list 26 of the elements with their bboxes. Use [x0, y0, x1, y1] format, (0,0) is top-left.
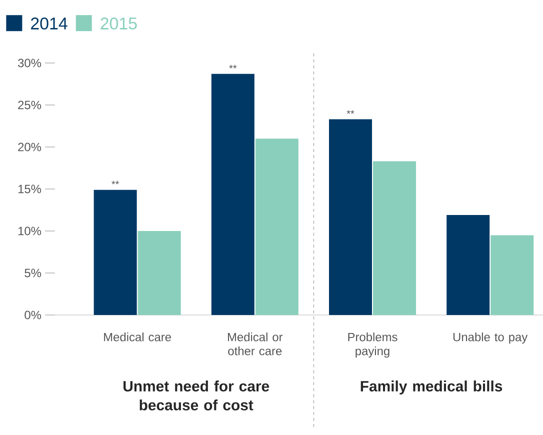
bar [94, 190, 137, 315]
legend-label: 2015 [100, 17, 137, 30]
bar [490, 235, 534, 315]
bar [446, 215, 490, 315]
annotation: ** [229, 64, 237, 68]
y-tick-label: 10% [18, 226, 42, 236]
y-tick-label: 30% [18, 58, 42, 68]
bar [328, 119, 372, 315]
y-tick-label: 5% [24, 268, 42, 278]
bar [255, 138, 298, 315]
text: Family medical bills [360, 380, 502, 394]
annotation: ** [346, 110, 354, 114]
y-tick-label: 25% [18, 100, 42, 110]
y-tick-label: 15% [18, 184, 42, 194]
annotation: ** [112, 180, 120, 184]
bar [138, 231, 181, 315]
x-tick-label: Medical care [104, 332, 171, 342]
legend-label: 2014 [31, 17, 68, 30]
x-tick-label: Unable to pay [453, 332, 528, 344]
bar [372, 161, 416, 315]
y-tick-label: 0% [24, 310, 42, 320]
x-tick-label: Problems paying [348, 332, 398, 358]
y-tick-label: 20% [18, 142, 42, 152]
text: Unmet need for care because of cost [124, 380, 270, 410]
x-tick-label: Medical or other care [228, 332, 283, 356]
bar [211, 74, 254, 315]
